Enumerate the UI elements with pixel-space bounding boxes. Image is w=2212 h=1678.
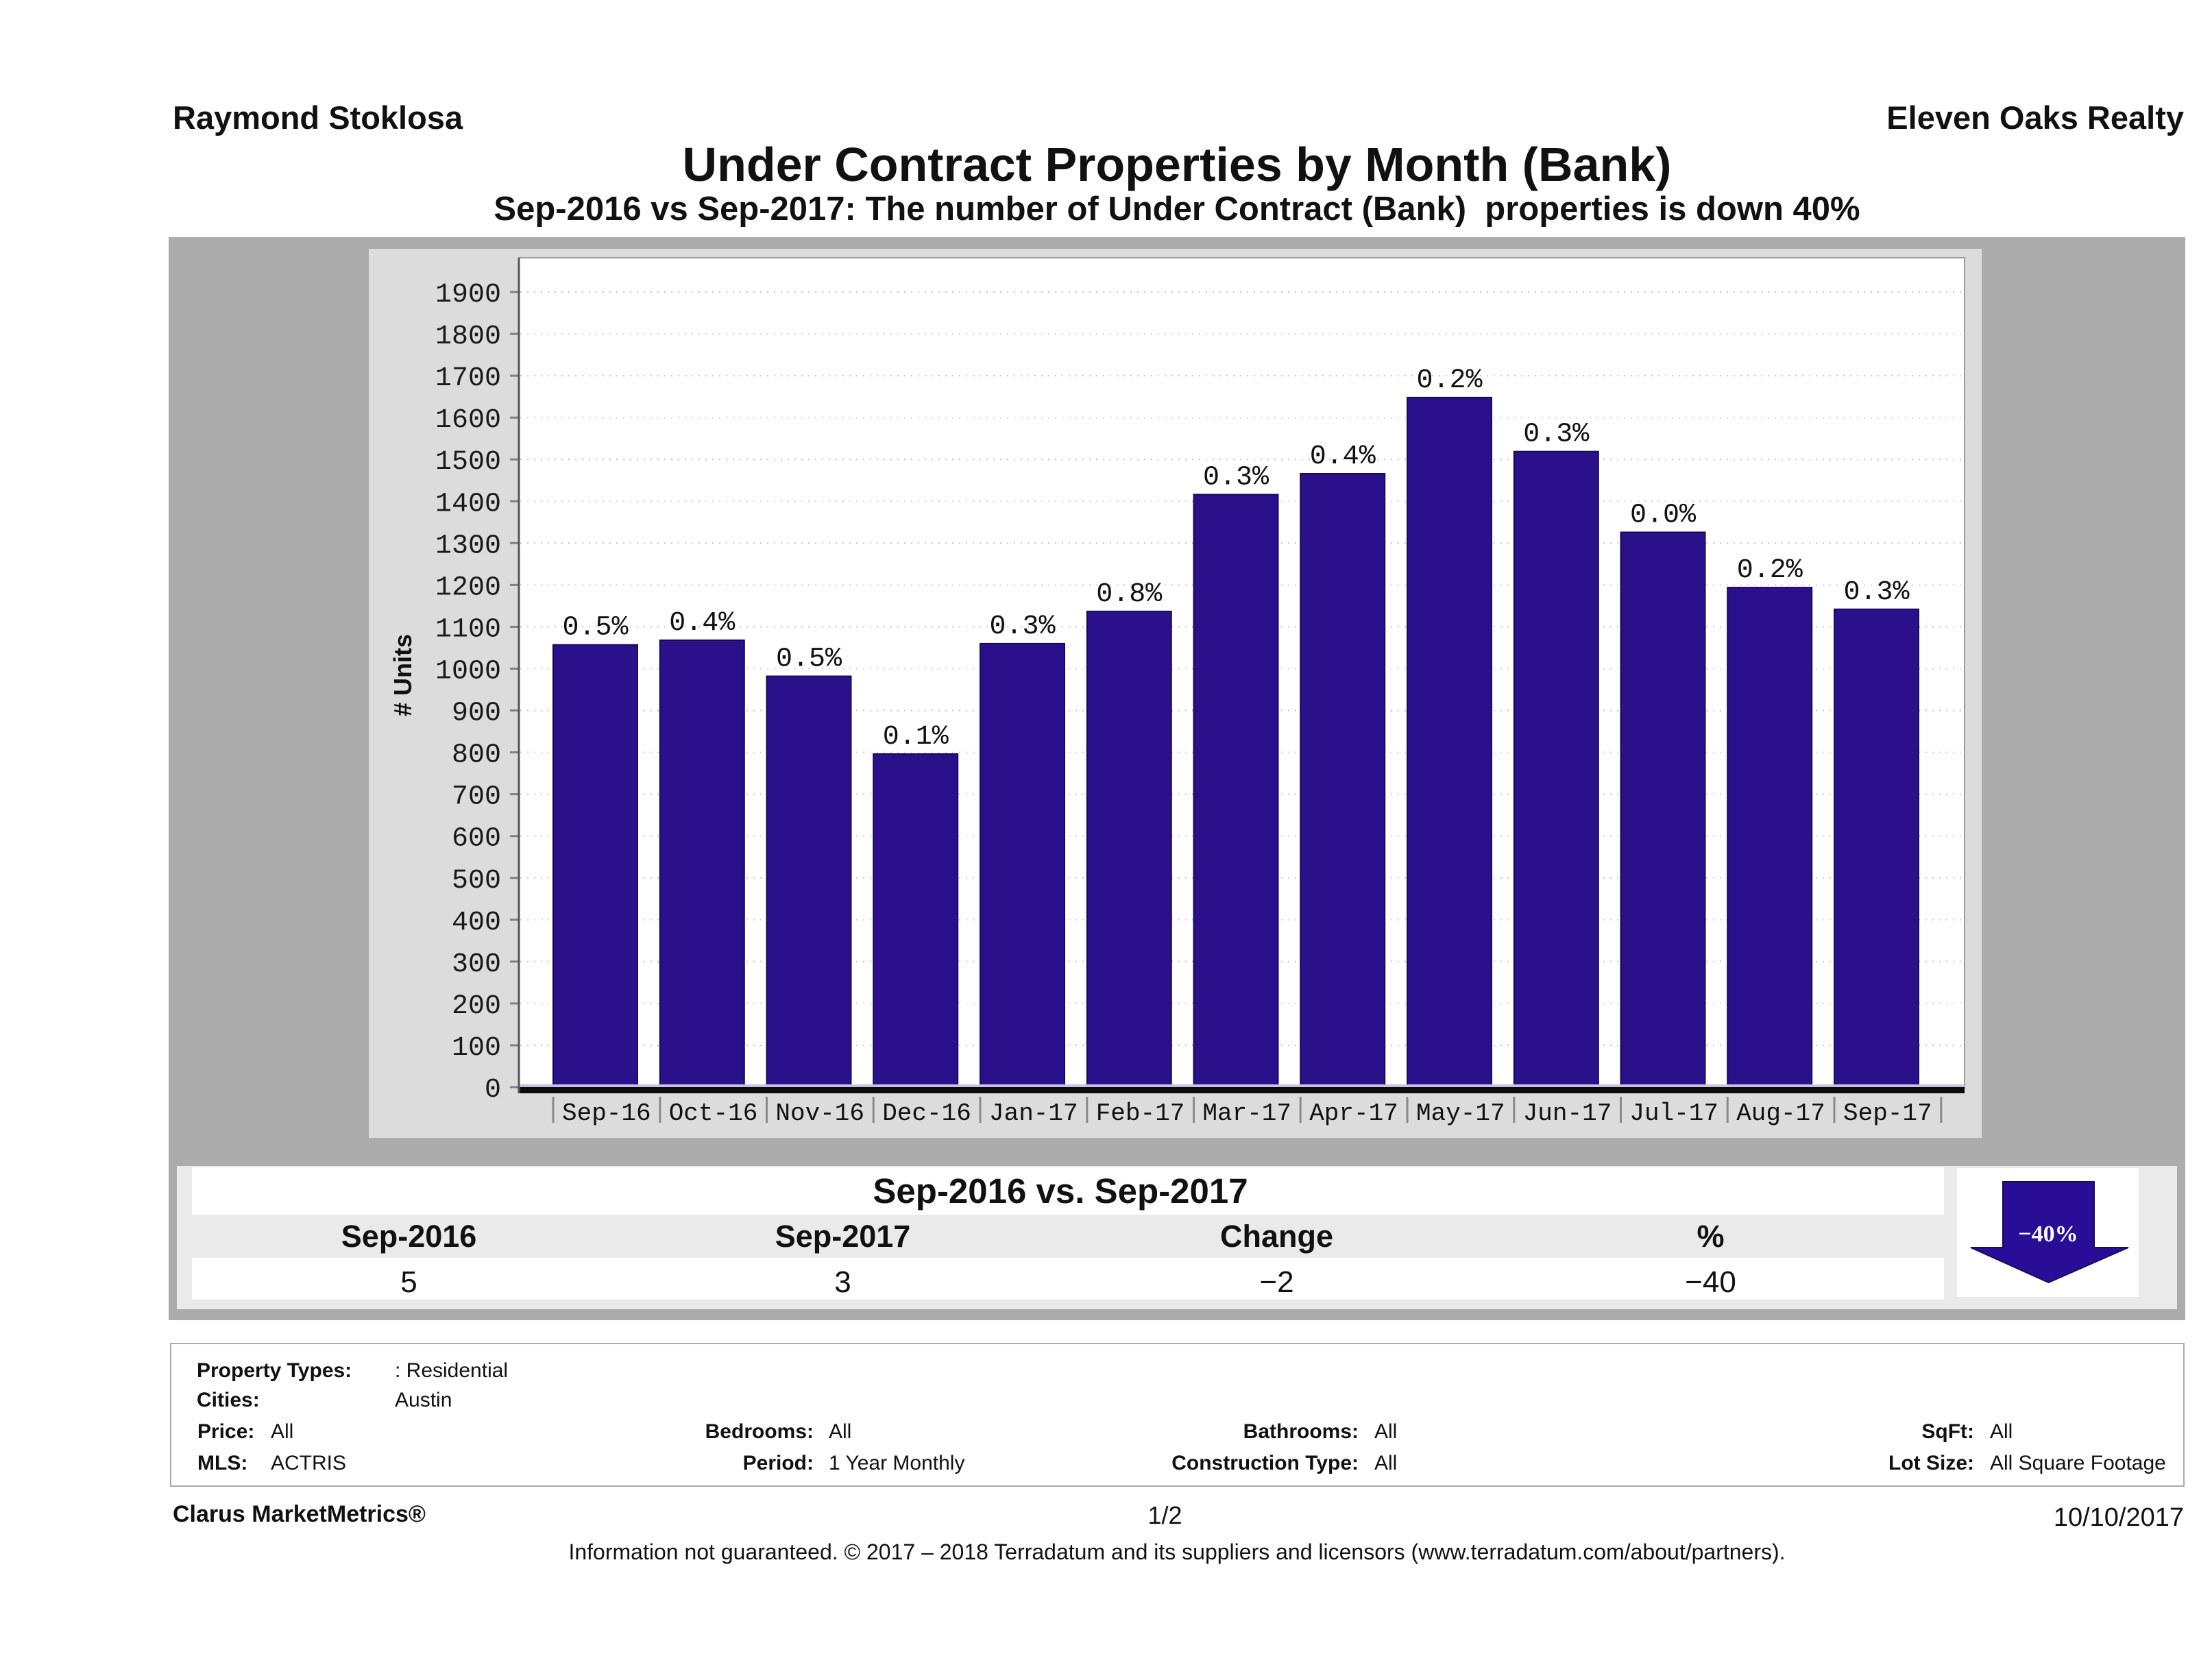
- svg-text:300: 300: [452, 949, 501, 980]
- svg-text:1600: 1600: [435, 405, 501, 436]
- svg-text:0.8%: 0.8%: [1096, 579, 1163, 610]
- svg-text:Nov-16: Nov-16: [775, 1099, 864, 1128]
- svg-text:900: 900: [452, 698, 501, 729]
- svg-text:0: 0: [485, 1075, 501, 1106]
- svg-text:Aug-17: Aug-17: [1736, 1099, 1825, 1128]
- svg-text:Feb-17: Feb-17: [1096, 1099, 1185, 1128]
- svg-text:0.5%: 0.5%: [562, 613, 629, 644]
- svg-text:1800: 1800: [435, 321, 501, 352]
- svg-text:0.0%: 0.0%: [1630, 500, 1697, 531]
- svg-text:Mar-17: Mar-17: [1202, 1099, 1291, 1128]
- svg-text:400: 400: [452, 908, 501, 938]
- svg-text:700: 700: [452, 782, 501, 813]
- svg-text:# Units: # Units: [389, 634, 417, 716]
- svg-text:0.3%: 0.3%: [1523, 420, 1590, 450]
- svg-text:Sep-16: Sep-16: [562, 1099, 651, 1128]
- svg-text:600: 600: [452, 824, 501, 855]
- svg-text:Jul-17: Jul-17: [1629, 1099, 1718, 1128]
- svg-text:1300: 1300: [435, 531, 501, 561]
- svg-text:0.4%: 0.4%: [1310, 441, 1376, 472]
- svg-text:0.3%: 0.3%: [989, 611, 1056, 642]
- svg-text:0.3%: 0.3%: [1843, 577, 1910, 608]
- svg-text:Apr-17: Apr-17: [1309, 1099, 1398, 1128]
- svg-text:1400: 1400: [435, 489, 501, 520]
- svg-text:1700: 1700: [435, 363, 501, 394]
- svg-text:1200: 1200: [435, 572, 501, 603]
- svg-text:Oct-16: Oct-16: [669, 1099, 758, 1128]
- svg-text:0.2%: 0.2%: [1416, 365, 1483, 396]
- svg-text:Sep-17: Sep-17: [1843, 1099, 1932, 1128]
- svg-text:800: 800: [452, 740, 501, 771]
- svg-text:0.1%: 0.1%: [883, 722, 949, 753]
- svg-text:100: 100: [452, 1033, 501, 1064]
- svg-text:Jan-17: Jan-17: [989, 1099, 1078, 1128]
- svg-text:May-17: May-17: [1416, 1099, 1505, 1128]
- svg-text:1100: 1100: [435, 614, 501, 645]
- svg-text:1000: 1000: [435, 657, 501, 688]
- svg-text:0.2%: 0.2%: [1737, 555, 1803, 586]
- svg-text:−40%: −40%: [2018, 1221, 2078, 1247]
- svg-text:1500: 1500: [435, 447, 501, 478]
- svg-text:0.4%: 0.4%: [669, 608, 736, 639]
- svg-text:200: 200: [452, 991, 501, 1022]
- svg-text:1900: 1900: [435, 280, 501, 311]
- svg-text:Dec-16: Dec-16: [882, 1099, 971, 1128]
- svg-text:500: 500: [452, 866, 501, 897]
- svg-text:0.3%: 0.3%: [1203, 463, 1269, 494]
- svg-text:0.5%: 0.5%: [776, 644, 842, 675]
- svg-text:Jun-17: Jun-17: [1523, 1099, 1612, 1128]
